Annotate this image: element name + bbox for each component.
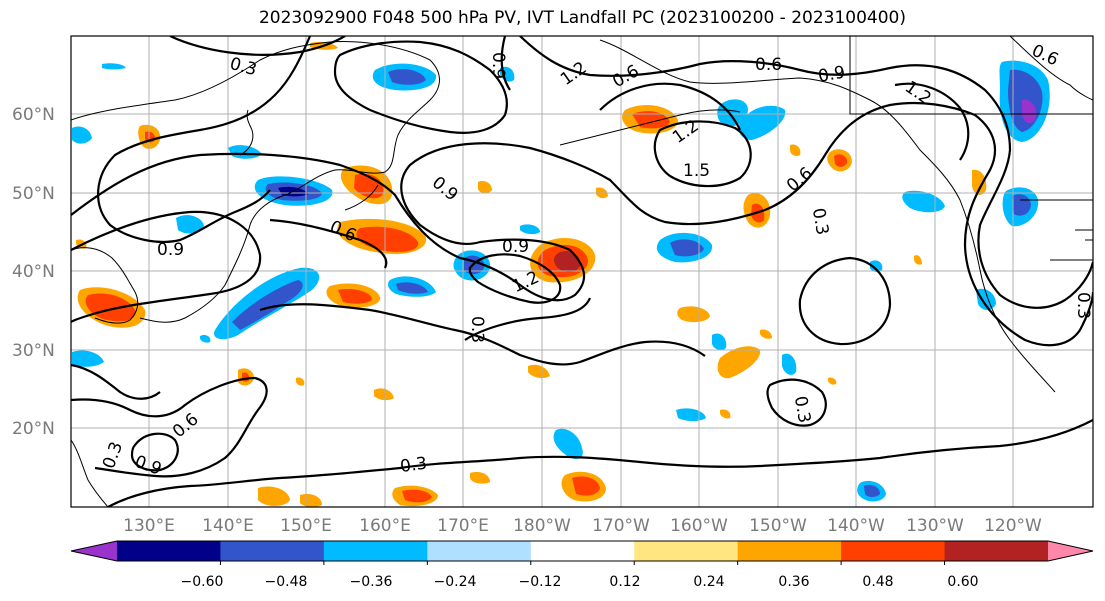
lat-tick-label: 40°N [12, 262, 55, 282]
colorbar-segment [634, 541, 739, 561]
colorbar-tick-label: −0.24 [434, 574, 477, 590]
lon-tick-label: 120°W [984, 516, 1042, 536]
colorbar-segment [220, 541, 325, 561]
lat-tick-label: 30°N [12, 341, 55, 361]
colorbar-tick-label: 0.36 [778, 574, 809, 590]
lon-tick-label: 140°E [202, 516, 254, 536]
colorbar-segment [841, 541, 946, 561]
lon-tick-label: 170°W [592, 516, 650, 536]
lon-tick-label: 130°E [123, 516, 175, 536]
colorbar-segment [323, 541, 428, 561]
colorbar-extension-low [71, 541, 117, 561]
contour-label: 0.9 [157, 240, 184, 260]
colorbar-segment [944, 541, 1049, 561]
colorbar-segment [427, 541, 532, 561]
colorbar-tick-label: 0.48 [862, 574, 893, 590]
colorbar-tick-label: 0.60 [947, 574, 978, 590]
map-area: 0.3 0.6 0.9 1.2 1.5 0.9 0.6 0.3 0.9 1.2 … [71, 36, 1093, 507]
contour-label: 0.3 [399, 454, 429, 478]
colorbar-tick-label: 0.12 [609, 574, 640, 590]
longitude-axis: 130°E 140°E 150°E 160°E 170°E 180°W 170°… [123, 516, 1042, 536]
contour-label: 1.5 [683, 161, 710, 181]
contour-label: 0.3 [1073, 292, 1093, 319]
lon-tick-label: 130°W [906, 516, 964, 536]
contour-label: 0.9 [488, 52, 508, 79]
lat-tick-label: 50°N [12, 184, 55, 204]
contour-label: 0.3 [790, 395, 814, 425]
lat-tick-label: 20°N [12, 419, 55, 439]
lon-tick-label: 160°E [359, 516, 411, 536]
colorbar-tick-label: −0.36 [350, 574, 393, 590]
colorbar-labels: −0.60 −0.48 −0.36 −0.24 −0.12 0.12 0.24 … [181, 574, 979, 590]
colorbar [70, 540, 1094, 565]
contour-label: 0.9 [502, 237, 529, 257]
colorbar-segment [530, 541, 635, 561]
contour-label: 0.6 [755, 55, 782, 75]
colorbar-tick-label: −0.48 [265, 574, 308, 590]
lon-tick-label: 150°W [749, 516, 807, 536]
lon-tick-label: 180°W [513, 516, 571, 536]
lon-tick-label: 140°W [827, 516, 885, 536]
colorbar-extension-high [1048, 541, 1093, 561]
lon-tick-label: 170°E [437, 516, 489, 536]
map-frame [70, 35, 1094, 508]
map-title: 2023092900 F048 500 hPa PV, IVT Landfall… [258, 8, 906, 28]
colorbar-tick-label: 0.24 [693, 574, 724, 590]
contour-label: 0.3 [808, 207, 832, 237]
colorbar-outline [70, 540, 1094, 562]
contour-label: 0.9 [817, 63, 847, 87]
colorbar-tick-label: −0.12 [519, 574, 562, 590]
lat-tick-label: 60°N [12, 105, 55, 125]
pv-contours [71, 36, 1093, 507]
contour-label: 0.3 [467, 316, 487, 343]
latitude-axis: 60°N 50°N 40°N 30°N 20°N [12, 105, 55, 439]
colorbar-segment [117, 541, 221, 561]
lon-tick-label: 150°E [280, 516, 332, 536]
lon-tick-label: 160°W [670, 516, 728, 536]
colorbar-tick-label: −0.60 [181, 574, 224, 590]
colorbar-segment [737, 541, 842, 561]
